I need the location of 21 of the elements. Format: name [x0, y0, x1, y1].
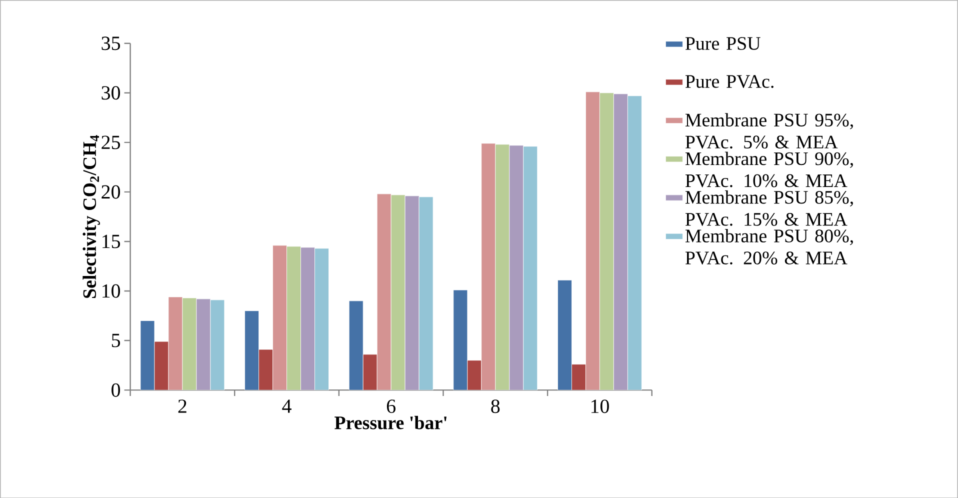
x-tick-label: 4 [282, 399, 292, 413]
x-tick-label: 2 [178, 399, 186, 413]
x-tick-label: 10 [591, 399, 609, 413]
x-tick-label: 8 [491, 399, 500, 413]
y-tick-label: 35 [102, 36, 120, 50]
x-tick-label: 6 [386, 399, 396, 413]
y-tick-label: 5 [112, 334, 120, 347]
x-axis-title: Pressure 'bar' [334, 416, 446, 430]
legend-label: Membrane PSU 90%, PVAc. 10% & MEA [685, 152, 853, 188]
legend-label: Membrane PSU 85%, PVAc. 15% & MEA [685, 190, 853, 226]
y-tick-label: 20 [102, 185, 120, 199]
legend-label: Pure PSU [685, 36, 760, 50]
y-tick-label: 0 [112, 383, 120, 397]
y-tick-label: 30 [102, 86, 120, 100]
y-tick-label: 10 [102, 284, 120, 298]
text: Selectivity CO$_{2}$/CH$_{4}$ [82, 134, 100, 298]
legend-label: Membrane PSU 80%, PVAc. 20% & MEA [685, 228, 853, 264]
legend-label: Membrane PSU 95%, PVAc. 5% & MEA [685, 112, 853, 148]
y-tick-label: 25 [102, 136, 120, 149]
y-tick-label: 15 [102, 234, 120, 248]
legend-label: Pure PVAc. [685, 74, 774, 88]
